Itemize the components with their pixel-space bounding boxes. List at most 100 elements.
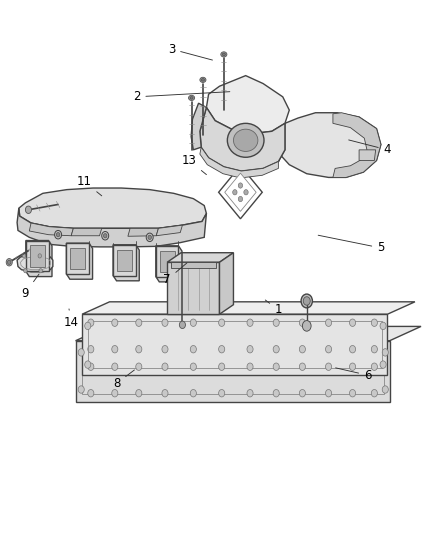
Ellipse shape [325, 390, 331, 397]
Ellipse shape [218, 319, 224, 326]
Ellipse shape [371, 319, 377, 326]
Polygon shape [113, 245, 139, 281]
Ellipse shape [102, 231, 109, 240]
Ellipse shape [78, 349, 84, 356]
Ellipse shape [112, 390, 117, 397]
Polygon shape [167, 262, 219, 314]
Polygon shape [117, 249, 131, 271]
Text: 11: 11 [77, 175, 102, 196]
Ellipse shape [56, 232, 60, 237]
Ellipse shape [272, 363, 279, 370]
Text: 7: 7 [163, 263, 187, 286]
Bar [88, 321, 381, 368]
Ellipse shape [54, 230, 61, 239]
Ellipse shape [371, 363, 377, 370]
Ellipse shape [227, 123, 263, 157]
Polygon shape [155, 246, 182, 282]
Ellipse shape [272, 319, 279, 326]
Ellipse shape [88, 319, 94, 326]
Ellipse shape [135, 363, 141, 370]
Polygon shape [156, 225, 182, 236]
Text: 4: 4 [348, 140, 390, 156]
Ellipse shape [88, 363, 94, 370]
Ellipse shape [201, 78, 204, 81]
Ellipse shape [247, 390, 253, 397]
Polygon shape [82, 314, 387, 375]
Ellipse shape [349, 363, 355, 370]
Text: 13: 13 [181, 154, 206, 175]
Ellipse shape [38, 254, 42, 258]
Polygon shape [71, 228, 102, 236]
Ellipse shape [381, 386, 388, 393]
Ellipse shape [371, 345, 377, 353]
Ellipse shape [272, 345, 279, 353]
Ellipse shape [220, 52, 226, 57]
Ellipse shape [24, 269, 27, 273]
Ellipse shape [148, 235, 151, 239]
Polygon shape [70, 248, 85, 269]
Ellipse shape [222, 53, 225, 56]
Ellipse shape [272, 390, 279, 397]
Text: 1: 1 [265, 300, 282, 317]
Ellipse shape [190, 96, 193, 99]
Text: 3: 3 [167, 43, 212, 60]
Polygon shape [19, 188, 206, 228]
Polygon shape [113, 245, 135, 276]
Ellipse shape [379, 361, 385, 368]
Polygon shape [26, 240, 48, 271]
Polygon shape [82, 302, 414, 314]
Polygon shape [127, 228, 158, 236]
Ellipse shape [349, 390, 355, 397]
Polygon shape [75, 341, 389, 402]
Ellipse shape [112, 319, 117, 326]
Ellipse shape [247, 363, 253, 370]
Ellipse shape [190, 390, 196, 397]
Ellipse shape [199, 77, 205, 83]
Ellipse shape [135, 345, 141, 353]
Ellipse shape [135, 319, 141, 326]
Ellipse shape [299, 345, 305, 353]
Polygon shape [66, 243, 89, 274]
Ellipse shape [190, 319, 196, 326]
Ellipse shape [232, 190, 237, 195]
Ellipse shape [302, 320, 311, 331]
Ellipse shape [247, 319, 253, 326]
Ellipse shape [78, 386, 84, 393]
Bar [170, 262, 215, 268]
Polygon shape [332, 113, 380, 177]
Ellipse shape [135, 390, 141, 397]
Polygon shape [219, 253, 233, 314]
Ellipse shape [85, 322, 91, 329]
Polygon shape [75, 326, 420, 341]
Ellipse shape [190, 345, 196, 353]
Polygon shape [26, 240, 52, 277]
Text: 14: 14 [64, 309, 78, 329]
Text: 5: 5 [318, 235, 384, 254]
Ellipse shape [325, 345, 331, 353]
Ellipse shape [25, 206, 32, 214]
Ellipse shape [103, 233, 107, 238]
Ellipse shape [371, 390, 377, 397]
Ellipse shape [299, 390, 305, 397]
Ellipse shape [349, 319, 355, 326]
Ellipse shape [6, 259, 12, 266]
Polygon shape [199, 147, 278, 178]
Polygon shape [358, 150, 375, 160]
Ellipse shape [243, 190, 247, 195]
Ellipse shape [247, 345, 253, 353]
Text: 9: 9 [21, 274, 39, 300]
Ellipse shape [238, 183, 242, 188]
Ellipse shape [190, 363, 196, 370]
Ellipse shape [162, 345, 168, 353]
Ellipse shape [379, 322, 385, 329]
Polygon shape [206, 76, 289, 134]
Ellipse shape [325, 319, 331, 326]
Ellipse shape [162, 363, 168, 370]
Polygon shape [159, 251, 174, 272]
Ellipse shape [188, 95, 194, 101]
Ellipse shape [162, 390, 168, 397]
Polygon shape [29, 223, 73, 236]
Ellipse shape [349, 345, 355, 353]
Ellipse shape [7, 260, 11, 264]
Ellipse shape [218, 390, 224, 397]
